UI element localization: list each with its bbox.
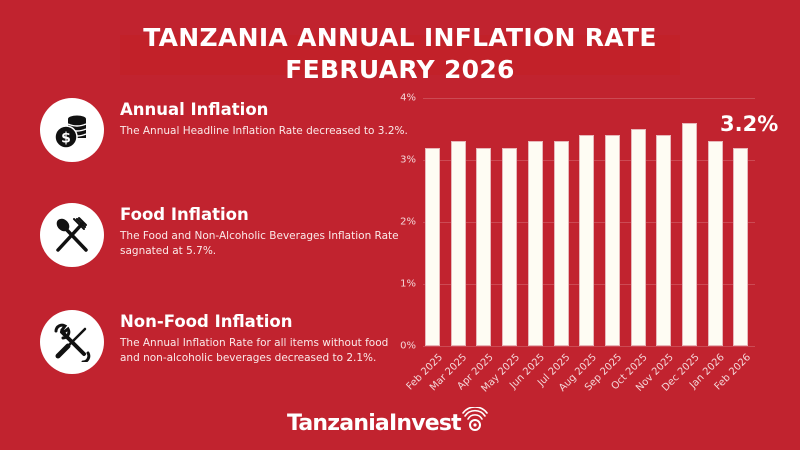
bar-feb-2025 <box>425 147 440 346</box>
bar-nov-2025 <box>656 135 672 346</box>
card-text: The Annual Headline Inflation Rate decre… <box>120 125 408 137</box>
current-rate-callout: 3.2% <box>720 112 779 136</box>
gridline <box>423 346 755 347</box>
bar-may-2025 <box>502 147 518 346</box>
bar-jan-2026 <box>707 141 723 346</box>
bar-oct-2025 <box>630 129 646 346</box>
bar-feb-2026 <box>733 147 749 346</box>
fork-spoon-icon <box>56 217 88 252</box>
bar-sep-2025 <box>604 135 620 346</box>
y-axis-tick-label: 0% <box>400 340 416 352</box>
title-line-2: FEBRUARY 2026 <box>285 55 515 84</box>
bar-mar-2025 <box>450 141 466 346</box>
bar-dec-2025 <box>682 122 697 346</box>
icon-circle <box>40 203 104 267</box>
card-title: Food Inflation <box>120 205 249 224</box>
icon-circle: $ <box>40 98 104 162</box>
card-non-food-inflation: Non-Food Inflation The Annual Inflation … <box>40 310 400 380</box>
inflation-bar-chart: 0% 1% 2% 3% 4% Feb 2025 Mar 2025 Apr 2025 May 20… <box>380 85 800 405</box>
card-title: Non-Food Inflation <box>120 312 293 331</box>
logo-signal-icon <box>462 407 488 431</box>
page-title: TANZANIA ANNUAL INFLATION RATE FEBRUARY … <box>0 22 800 86</box>
svg-text:$: $ <box>61 131 71 147</box>
logo-text: TanzaniaInvest <box>287 410 462 436</box>
card-food-inflation: Food Inflation The Food and Non-Alcoholi… <box>40 203 400 273</box>
card-annual-inflation: $ Annual Inflation The Annual Headline I… <box>40 98 408 168</box>
card-title: Annual Inflation <box>120 100 269 119</box>
card-text: The Annual Inflation Rate for all items … <box>120 337 389 364</box>
gridline <box>423 98 755 99</box>
wrench-screwdriver-icon <box>54 323 91 362</box>
y-axis-tick-label: 3% <box>400 154 416 166</box>
bar-jul-2025 <box>553 141 569 346</box>
tanzaniainvest-logo: TanzaniaInvest <box>287 407 488 438</box>
icon-circle <box>40 310 104 374</box>
y-axis-tick-label: 1% <box>400 278 416 290</box>
y-axis-tick-label: 4% <box>400 92 416 104</box>
title-background <box>120 35 680 75</box>
coins-dollar-icon: $ <box>54 115 87 149</box>
bar-apr-2025 <box>476 147 492 346</box>
card-text: The Food and Non-Alcoholic Beverages Inf… <box>120 230 399 257</box>
bar-jun-2025 <box>527 141 543 346</box>
title-line-1: TANZANIA ANNUAL INFLATION RATE <box>143 23 657 52</box>
y-axis-tick-label: 2% <box>400 216 416 228</box>
bar-aug-2025 <box>579 135 595 346</box>
